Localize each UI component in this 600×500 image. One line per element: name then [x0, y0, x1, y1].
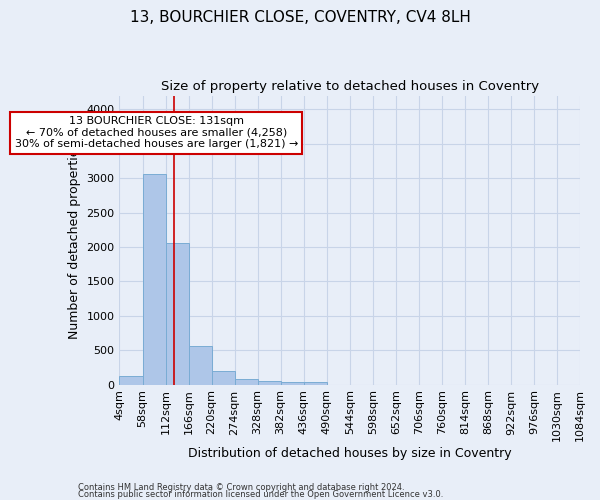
Bar: [281, 382, 304, 384]
Bar: [257, 381, 281, 384]
Bar: [212, 371, 235, 384]
Text: Contains public sector information licensed under the Open Government Licence v3: Contains public sector information licen…: [78, 490, 443, 499]
Title: Size of property relative to detached houses in Coventry: Size of property relative to detached ho…: [161, 80, 539, 93]
Bar: [119, 376, 143, 384]
Bar: [304, 382, 327, 384]
Y-axis label: Number of detached properties: Number of detached properties: [68, 142, 81, 338]
X-axis label: Distribution of detached houses by size in Coventry: Distribution of detached houses by size …: [188, 447, 512, 460]
Bar: [166, 243, 188, 384]
Bar: [235, 379, 257, 384]
Text: Contains HM Land Registry data © Crown copyright and database right 2024.: Contains HM Land Registry data © Crown c…: [78, 484, 404, 492]
Bar: [188, 346, 212, 385]
Text: 13, BOURCHIER CLOSE, COVENTRY, CV4 8LH: 13, BOURCHIER CLOSE, COVENTRY, CV4 8LH: [130, 10, 470, 25]
Text: 13 BOURCHIER CLOSE: 131sqm
← 70% of detached houses are smaller (4,258)
30% of s: 13 BOURCHIER CLOSE: 131sqm ← 70% of deta…: [14, 116, 298, 150]
Bar: [143, 174, 166, 384]
